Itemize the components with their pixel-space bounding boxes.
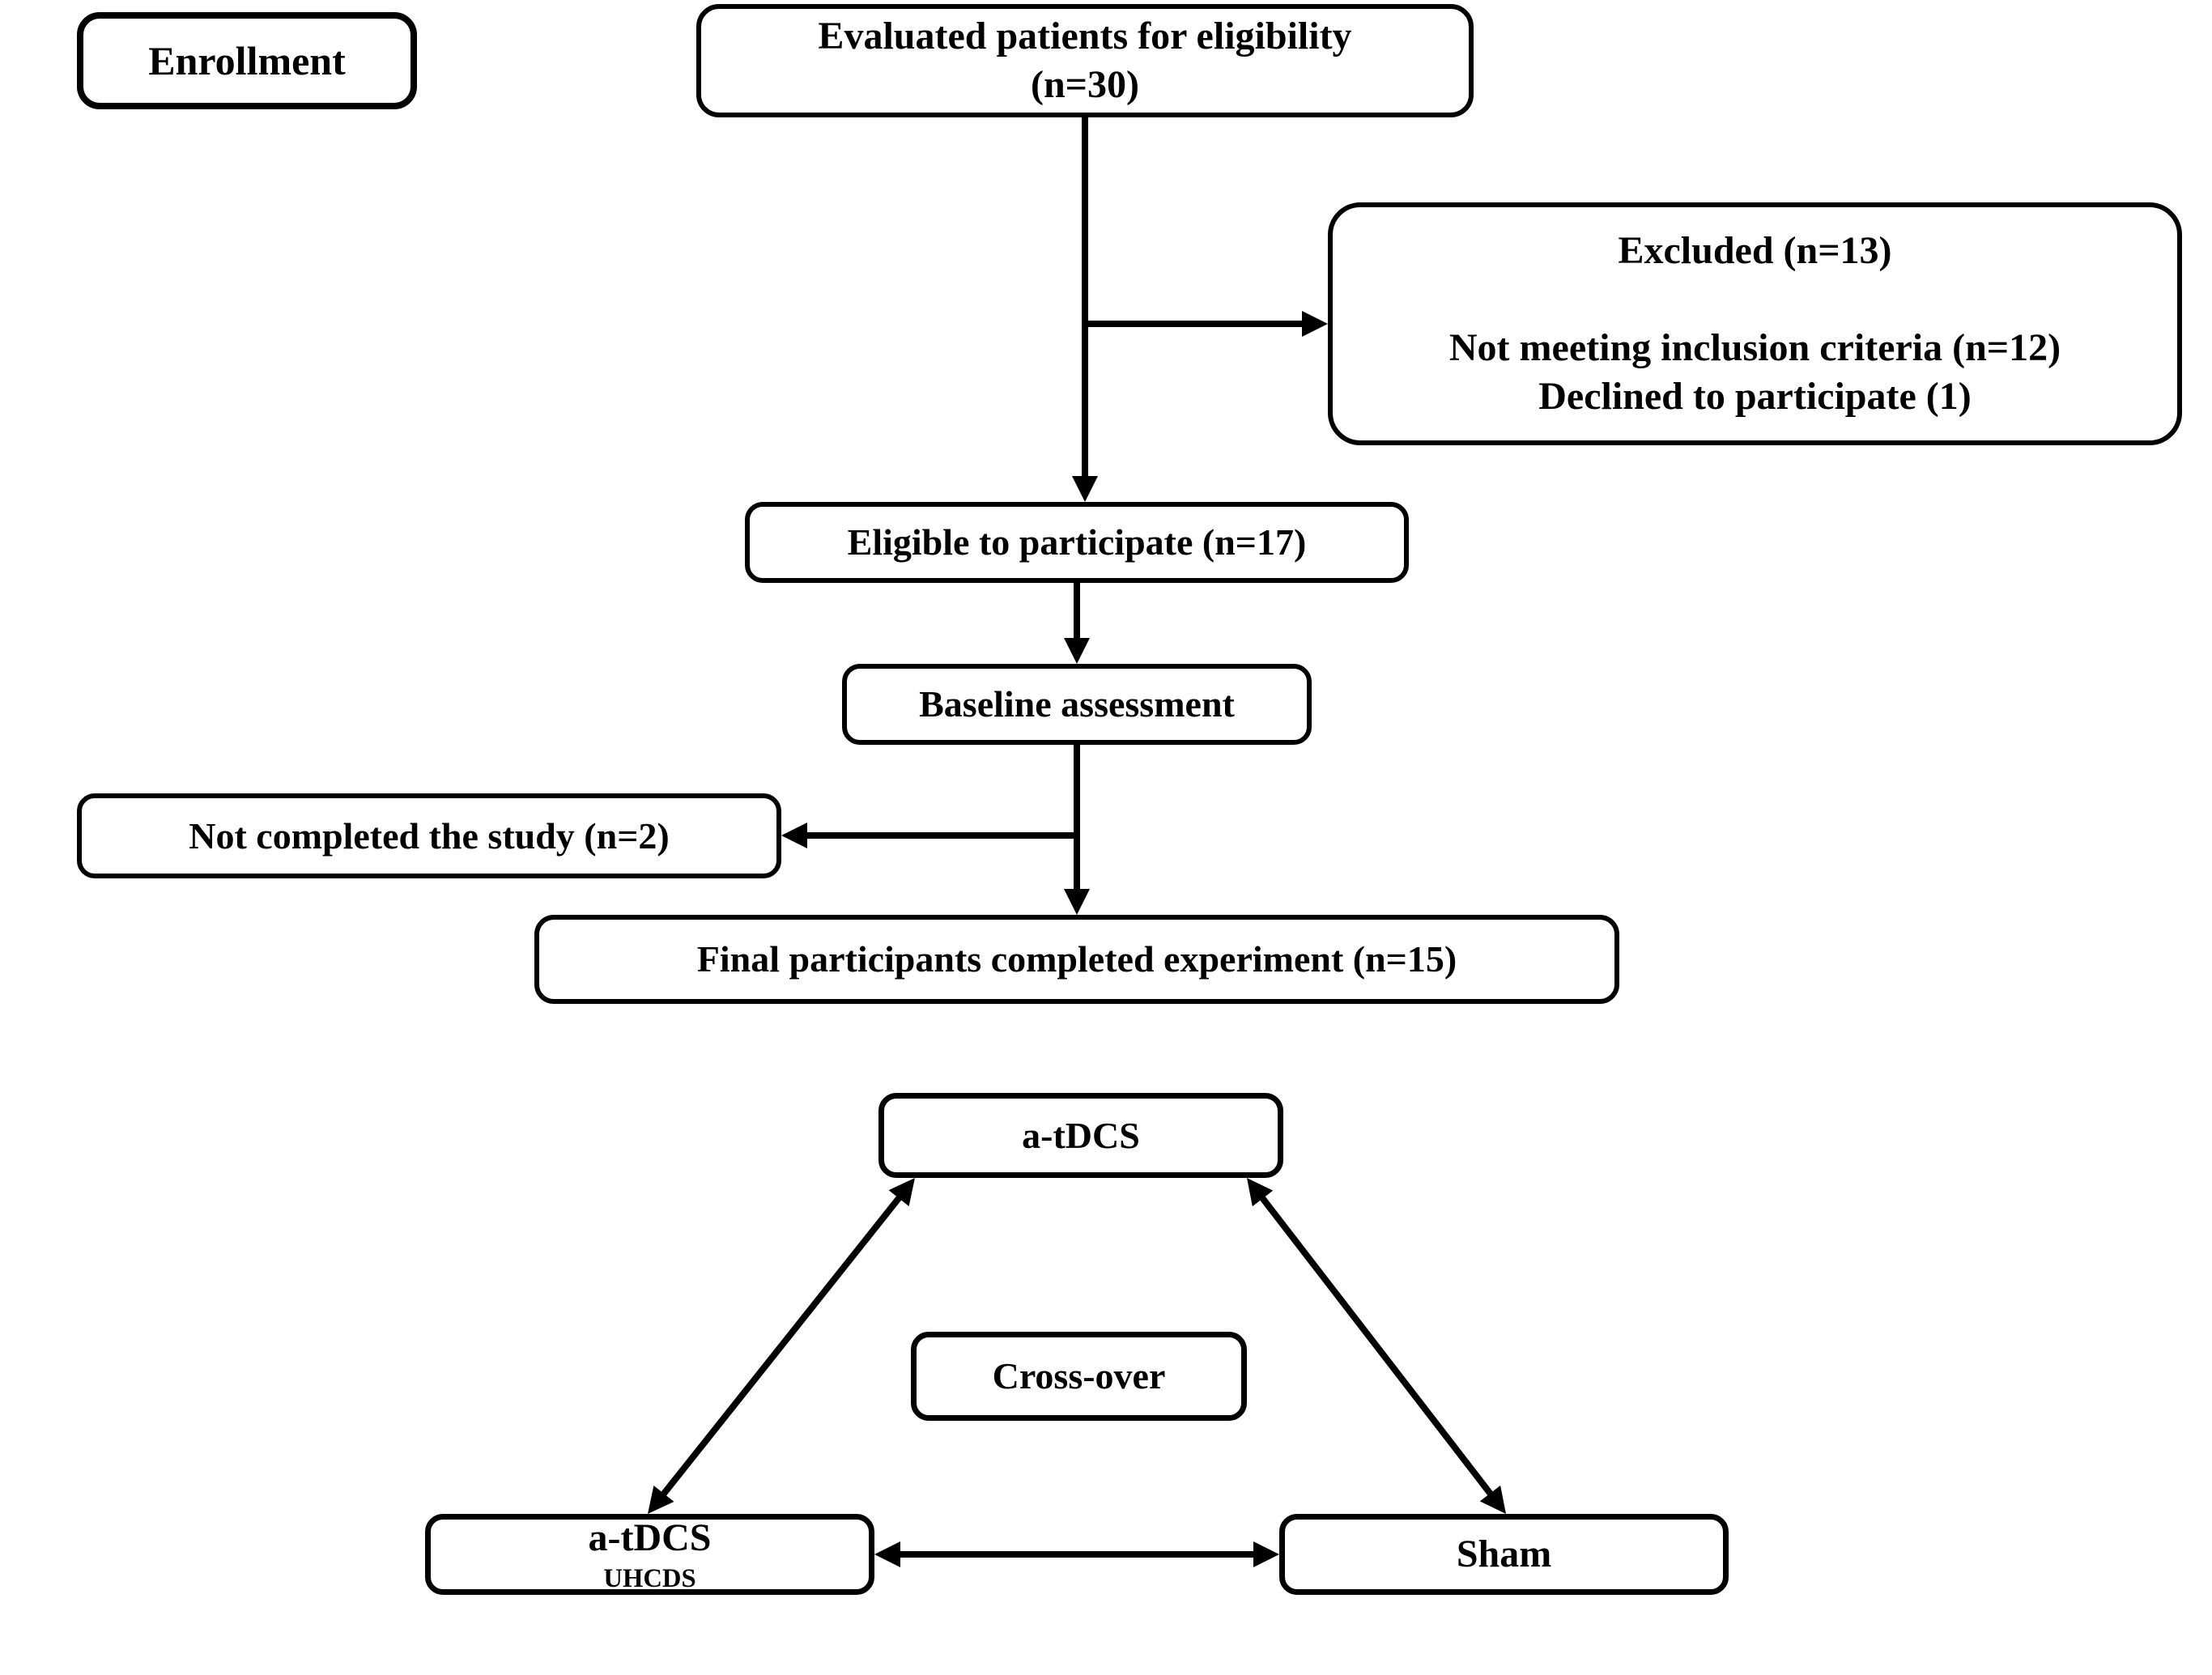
node-atdcs_uhcds: a-tDCSUHCDS xyxy=(425,1514,874,1595)
node-excluded-line xyxy=(1750,275,1760,324)
node-enrollment-line: Enrollment xyxy=(148,36,346,87)
node-excluded-line: Not meeting inclusion criteria (n=12) xyxy=(1449,324,2061,372)
node-sham: Sham xyxy=(1279,1514,1729,1595)
edge-evaluated-bottom xyxy=(1072,117,1098,502)
edge-tri-right xyxy=(1247,1178,1506,1514)
node-notcompleted-line: Not completed the study (n=2) xyxy=(189,813,670,860)
node-enrollment: Enrollment xyxy=(77,12,417,109)
edge-eligible-baseline xyxy=(1064,583,1090,664)
node-atdcs: a-tDCS xyxy=(878,1093,1283,1178)
node-crossover-line: Cross-over xyxy=(993,1353,1166,1400)
node-final-line: Final participants completed experiment … xyxy=(697,936,1457,983)
node-evaluated-line: (n=30) xyxy=(1031,61,1139,109)
node-notcompleted: Not completed the study (n=2) xyxy=(77,793,781,878)
node-baseline-line: Baseline assessment xyxy=(919,681,1235,728)
node-evaluated: Evaluated patients for eligibility(n=30) xyxy=(696,4,1474,117)
edge-to-excluded xyxy=(1085,311,1328,337)
node-excluded-line: Declined to participate (1) xyxy=(1538,372,1972,421)
edge-tri-left xyxy=(648,1178,915,1514)
node-evaluated-line: Evaluated patients for eligibility xyxy=(818,12,1351,61)
edge-baseline-final xyxy=(1064,745,1090,915)
node-baseline: Baseline assessment xyxy=(842,664,1312,745)
node-excluded-line: Excluded (n=13) xyxy=(1618,227,1891,275)
node-final: Final participants completed experiment … xyxy=(534,915,1619,1004)
node-eligible: Eligible to participate (n=17) xyxy=(745,502,1409,583)
node-atdcs-line: a-tDCS xyxy=(1022,1112,1140,1159)
node-eligible-line: Eligible to participate (n=17) xyxy=(848,519,1307,566)
edge-to-notcompleted xyxy=(781,823,1077,848)
node-crossover: Cross-over xyxy=(911,1332,1247,1421)
node-sham-line: Sham xyxy=(1457,1530,1551,1579)
edge-tri-bottom xyxy=(874,1541,1279,1567)
node-excluded: Excluded (n=13) Not meeting inclusion cr… xyxy=(1328,202,2182,445)
